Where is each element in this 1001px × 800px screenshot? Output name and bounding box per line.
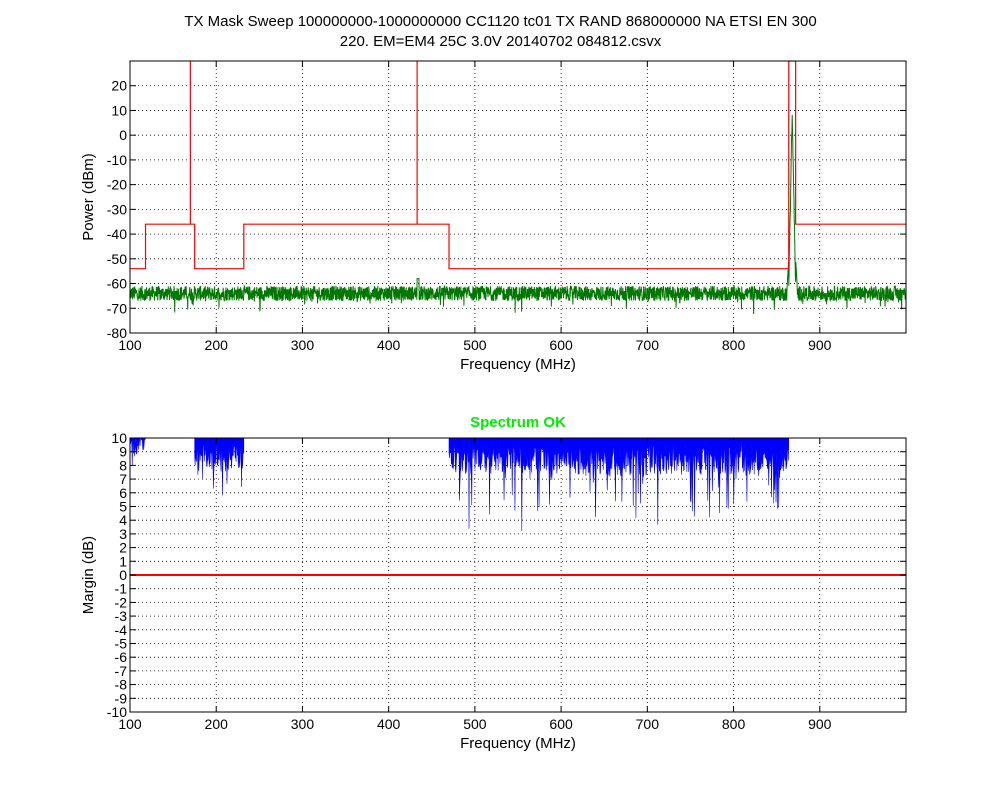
y-axis-label: Power (dBm) [80, 153, 97, 241]
x-tick-label: 200 [205, 716, 229, 732]
series-tx-mask [130, 61, 906, 270]
x-tick-label: 300 [291, 337, 315, 353]
x-tick-label: 400 [377, 337, 401, 353]
margin-chart: 100 200 300 400 500 600 700 800 900-10-9-8-7-6-5… [80, 414, 907, 752]
y-tick-label: -2 [115, 594, 128, 610]
margin-area-segment [194, 438, 245, 496]
y-tick-label: -4 [115, 622, 128, 638]
y-tick-label: 4 [119, 512, 127, 528]
y-tick-labels: -80 -70 -60 -50 -40 -30 -20 -10 0 10 20 [107, 78, 127, 341]
x-tick-label: 100 [118, 716, 142, 732]
y-tick-label: -40 [107, 226, 127, 242]
figure-title-line-1: TX Mask Sweep 100000000-1000000000 CC112… [184, 13, 817, 30]
x-tick-label: 400 [377, 716, 401, 732]
y-tick-label: -50 [107, 251, 127, 267]
x-tick-label: 700 [636, 337, 660, 353]
y-tick-label: -60 [107, 276, 127, 292]
y-tick-label: 5 [119, 499, 127, 515]
y-tick-label: -10 [107, 152, 127, 168]
x-tick-label: 800 [722, 337, 746, 353]
x-tick-labels: 100 200 300 400 500 600 700 800 900 [118, 716, 831, 732]
y-axis-label: Margin (dB) [80, 536, 97, 614]
series-group [130, 438, 906, 576]
y-tick-label: -1 [115, 581, 128, 597]
y-tick-label: 1 [119, 553, 127, 569]
y-tick-label: -5 [115, 636, 128, 652]
x-axis-label: Frequency (MHz) [460, 735, 576, 752]
x-tick-label: 700 [636, 716, 660, 732]
y-tick-label: 2 [119, 540, 127, 556]
y-tick-label: -3 [115, 608, 128, 624]
x-tick-label: 900 [808, 337, 832, 353]
y-tick-label: 3 [119, 526, 127, 542]
y-tick-label: 6 [119, 485, 127, 501]
x-tick-label: 200 [205, 337, 229, 353]
x-tick-label: 500 [463, 716, 487, 732]
y-tick-label: -80 [107, 325, 127, 341]
y-tick-label: 8 [119, 457, 127, 473]
plot-frame [129, 60, 907, 334]
x-tick-label: 500 [463, 337, 487, 353]
y-tick-label: 7 [119, 471, 127, 487]
x-tick-label: 800 [722, 716, 746, 732]
y-tick-label: -20 [107, 177, 127, 193]
power-chart: 100 200 300 400 500 600 700 800 900-80-70-60-50-… [80, 60, 907, 373]
figure-title-line-2: 220. EM=EM4 25C 3.0V 20140702 084812.csv… [339, 33, 662, 50]
x-tick-label: 100 [118, 337, 142, 353]
y-tick-label: -9 [115, 690, 128, 706]
y-tick-label: 0 [119, 127, 127, 143]
y-tick-label: 10 [111, 430, 127, 446]
chart-title: Spectrum OK [470, 414, 566, 431]
y-tick-label: 0 [119, 567, 127, 583]
y-tick-label: -8 [115, 677, 128, 693]
x-axis-label: Frequency (MHz) [460, 356, 576, 373]
y-tick-label: -70 [107, 300, 127, 316]
y-tick-label: -10 [107, 704, 127, 720]
series-measured-power [130, 114, 906, 314]
margin-area-segment [448, 438, 790, 532]
x-tick-labels: 100 200 300 400 500 600 700 800 900 [118, 337, 831, 353]
x-tick-label: 600 [549, 716, 573, 732]
margin-area-segment [130, 438, 146, 466]
series-group [130, 61, 906, 314]
x-tick-label: 900 [808, 716, 832, 732]
grid-lines [130, 61, 906, 333]
y-tick-label: -6 [115, 649, 128, 665]
y-tick-label: -30 [107, 201, 127, 217]
y-tick-label: 9 [119, 444, 127, 460]
x-tick-label: 300 [291, 716, 315, 732]
y-tick-label: -7 [115, 663, 128, 679]
x-tick-label: 600 [549, 337, 573, 353]
y-tick-label: 10 [111, 102, 127, 118]
y-tick-label: 20 [111, 78, 127, 94]
